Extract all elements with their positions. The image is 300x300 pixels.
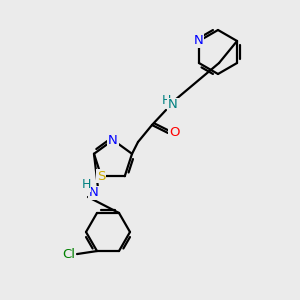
Text: H: H — [81, 178, 91, 191]
Text: N: N — [108, 134, 118, 146]
Text: O: O — [169, 127, 179, 140]
Text: N: N — [168, 98, 178, 112]
Text: N: N — [89, 187, 99, 200]
Text: Cl: Cl — [62, 248, 76, 261]
Text: N: N — [194, 34, 204, 47]
Text: S: S — [97, 170, 105, 183]
Text: H: H — [161, 94, 171, 106]
